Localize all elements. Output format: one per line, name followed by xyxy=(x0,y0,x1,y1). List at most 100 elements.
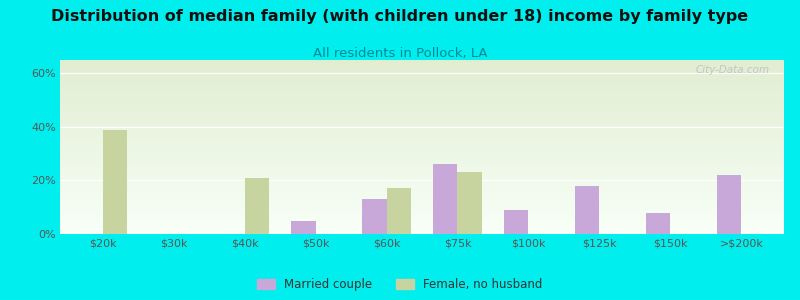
Bar xyxy=(60,163,784,164)
Bar xyxy=(60,184,784,185)
Bar xyxy=(60,119,784,120)
Bar xyxy=(60,159,784,160)
Bar xyxy=(60,110,784,111)
Bar xyxy=(60,143,784,144)
Text: City-Data.com: City-Data.com xyxy=(695,65,770,75)
Bar xyxy=(60,98,784,99)
Bar xyxy=(60,227,784,228)
Bar xyxy=(60,126,784,127)
Bar xyxy=(60,187,784,188)
Bar xyxy=(60,204,784,205)
Bar xyxy=(60,111,784,112)
Bar xyxy=(60,84,784,85)
Bar xyxy=(60,209,784,210)
Bar xyxy=(60,99,784,100)
Bar xyxy=(60,145,784,146)
Bar xyxy=(60,195,784,196)
Bar xyxy=(60,102,784,103)
Bar xyxy=(60,167,784,168)
Bar xyxy=(60,198,784,199)
Bar xyxy=(60,92,784,93)
Bar xyxy=(290,220,315,234)
Bar xyxy=(574,186,599,234)
Bar xyxy=(60,215,784,216)
Bar xyxy=(60,64,784,65)
Bar xyxy=(60,220,784,221)
Bar xyxy=(60,169,784,170)
Bar xyxy=(717,175,742,234)
Bar xyxy=(60,104,784,105)
Bar xyxy=(60,219,784,220)
Bar xyxy=(60,172,784,173)
Bar xyxy=(433,164,458,234)
Bar xyxy=(60,139,784,140)
Bar xyxy=(60,199,784,200)
Bar xyxy=(60,186,784,187)
Bar xyxy=(60,191,784,192)
Bar xyxy=(458,172,482,234)
Bar xyxy=(60,151,784,152)
Bar xyxy=(60,106,784,107)
Bar xyxy=(60,93,784,94)
Bar xyxy=(60,122,784,123)
Bar xyxy=(60,189,784,190)
Bar xyxy=(60,192,784,193)
Bar xyxy=(60,71,784,72)
Bar xyxy=(60,80,784,81)
Bar xyxy=(60,147,784,148)
Bar xyxy=(60,81,784,82)
Bar xyxy=(362,199,386,234)
Bar xyxy=(60,201,784,202)
Bar xyxy=(60,183,784,184)
Bar xyxy=(60,107,784,108)
Bar xyxy=(60,129,784,130)
Bar xyxy=(60,207,784,208)
Bar xyxy=(60,125,784,126)
Bar xyxy=(60,166,784,167)
Bar xyxy=(60,180,784,181)
Bar xyxy=(60,193,784,194)
Bar xyxy=(60,230,784,231)
Bar xyxy=(60,101,784,102)
Bar xyxy=(60,61,784,62)
Bar xyxy=(60,231,784,232)
Bar xyxy=(60,91,784,92)
Bar xyxy=(60,181,784,182)
Bar xyxy=(60,229,784,230)
Bar xyxy=(60,221,784,222)
Bar xyxy=(60,202,784,203)
Bar xyxy=(60,100,784,101)
Bar xyxy=(60,140,784,141)
Bar xyxy=(60,79,784,80)
Bar xyxy=(60,178,784,179)
Bar xyxy=(60,97,784,98)
Bar xyxy=(60,214,784,215)
Bar xyxy=(60,182,784,183)
Bar xyxy=(60,175,784,176)
Text: All residents in Pollock, LA: All residents in Pollock, LA xyxy=(313,46,487,59)
Text: Distribution of median family (with children under 18) income by family type: Distribution of median family (with chil… xyxy=(51,9,749,24)
Bar xyxy=(60,74,784,75)
Bar xyxy=(60,134,784,135)
Bar xyxy=(60,82,784,83)
Bar xyxy=(60,164,784,165)
Bar xyxy=(60,89,784,90)
Bar xyxy=(60,190,784,191)
Bar xyxy=(60,60,784,61)
Bar xyxy=(60,108,784,109)
Bar xyxy=(60,105,784,106)
Bar xyxy=(60,179,784,180)
Bar xyxy=(60,131,784,132)
Bar xyxy=(60,156,784,157)
Bar xyxy=(102,130,127,234)
Bar xyxy=(60,171,784,172)
Bar xyxy=(60,233,784,234)
Bar xyxy=(60,73,784,74)
Bar xyxy=(646,213,670,234)
Bar xyxy=(60,65,784,66)
Bar xyxy=(60,103,784,104)
Bar xyxy=(60,203,784,204)
Bar xyxy=(60,127,784,128)
Bar xyxy=(60,117,784,118)
Bar xyxy=(60,157,784,158)
